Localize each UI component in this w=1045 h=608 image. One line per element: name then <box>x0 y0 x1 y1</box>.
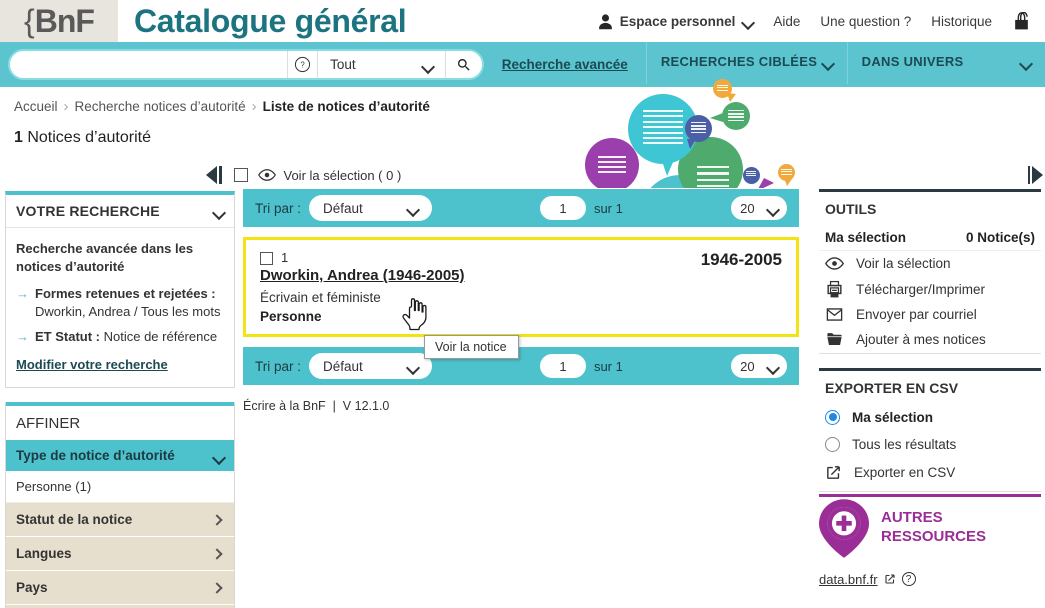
svg-text:?: ? <box>300 61 305 70</box>
